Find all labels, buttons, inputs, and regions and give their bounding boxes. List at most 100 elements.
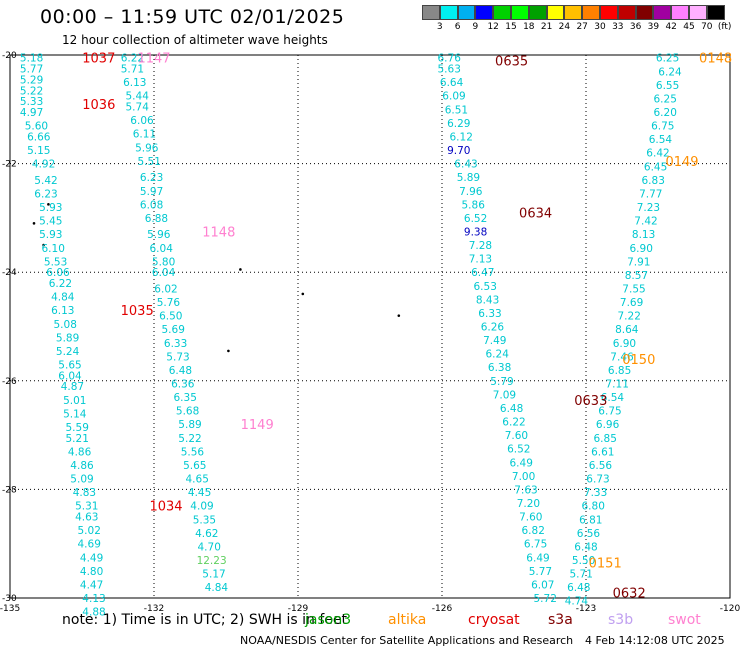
swh-value: 7.55 <box>622 283 645 295</box>
y-tick-label: -24 <box>2 268 17 278</box>
swh-value: 6.54 <box>649 134 673 146</box>
swh-value: 7.13 <box>469 254 492 266</box>
pass-time-label: 0632 <box>613 587 646 602</box>
scale-swatch <box>582 5 600 20</box>
y-tick-label: -28 <box>2 485 17 495</box>
swh-value: 6.04 <box>58 370 82 382</box>
swh-value: 6.52 <box>464 213 487 225</box>
swh-value: 5.77 <box>529 566 552 578</box>
scale-label: 15 <box>505 22 517 32</box>
scale-swatch <box>546 5 565 20</box>
island-speck <box>42 243 45 247</box>
swh-value: 6.56 <box>589 460 613 472</box>
swh-value: 5.65 <box>58 360 81 372</box>
island-speck <box>47 203 50 206</box>
swh-value: 6.49 <box>510 457 533 469</box>
swh-value: 6.06 <box>46 267 70 279</box>
swh-value: 6.66 <box>27 131 51 143</box>
swh-value: 7.60 <box>505 430 528 442</box>
swh-value: 5.97 <box>140 186 163 198</box>
swh-value: 7.22 <box>618 311 641 323</box>
swh-value: 6.55 <box>656 80 679 92</box>
swh-value: 4.13 <box>82 593 105 605</box>
x-tick-label: -120 <box>720 604 740 614</box>
pass-time-label: 1035 <box>121 304 154 319</box>
scale-swatch <box>653 5 672 20</box>
swh-value: 4.69 <box>78 539 101 551</box>
pass-time-label: 0149 <box>665 155 698 170</box>
scale-swatch <box>689 5 707 20</box>
scale-label: 18 <box>523 22 535 32</box>
swh-value: 6.09 <box>442 91 465 103</box>
satellite-legend-item: swot <box>668 612 701 628</box>
swh-value: 6.02 <box>154 283 177 295</box>
swh-value: 4.63 <box>75 512 98 524</box>
swh-value: 5.80 <box>152 256 175 268</box>
scale-swatch <box>706 5 725 20</box>
swh-value: 5.09 <box>70 474 93 486</box>
swh-value: 4.45 <box>188 487 211 499</box>
swh-value: 5.68 <box>176 406 199 418</box>
swh-value: 4.49 <box>80 552 103 564</box>
swh-value: 5.14 <box>63 408 87 420</box>
island-speck <box>301 292 305 296</box>
scale-label: 30 <box>594 22 606 32</box>
swh-value: 6.48 <box>567 582 590 594</box>
swh-value: 4.74 <box>565 596 589 608</box>
swh-value: 5.51 <box>138 156 161 168</box>
swh-value: 6.54 <box>601 392 625 404</box>
swh-value: 5.17 <box>202 569 225 581</box>
swh-value: 6.83 <box>642 175 665 187</box>
swh-value: 4.87 <box>61 381 84 393</box>
swh-value: 6.82 <box>522 525 545 537</box>
swh-value: 4.97 <box>20 107 43 119</box>
swh-value: 6.11 <box>133 129 156 141</box>
swh-value: 7.28 <box>469 240 492 252</box>
x-tick-label: -132 <box>144 604 164 614</box>
satellite-legend-item: altika <box>388 612 427 628</box>
swh-value: 7.09 <box>493 389 516 401</box>
swh-value: 6.75 <box>651 121 674 133</box>
island-speck <box>227 349 230 353</box>
swh-value: 6.24 <box>486 349 510 361</box>
swh-value: 6.22 <box>121 53 144 65</box>
swh-value: 7.23 <box>637 202 660 214</box>
scale-label: 45 <box>683 22 695 32</box>
x-tick-label: -126 <box>432 604 453 614</box>
swh-value: 7.00 <box>512 471 535 483</box>
swh-value: 5.15 <box>27 145 50 157</box>
swh-value: 5.76 <box>157 297 181 309</box>
satellite-legend-item: cryosat <box>468 612 520 628</box>
note-text: note: 1) Time is in UTC; 2) SWH is in fe… <box>62 612 348 628</box>
swh-value: 6.23 <box>34 188 57 200</box>
scale-swatch <box>475 5 494 20</box>
swh-value: 8.43 <box>476 294 499 306</box>
swh-value: 6.22 <box>49 278 72 290</box>
x-tick-label: -123 <box>576 604 596 614</box>
swh-value: 5.33 <box>20 96 43 108</box>
swh-value: 5.71 <box>121 64 144 76</box>
swh-value: 6.10 <box>42 243 65 255</box>
swh-value: 6.13 <box>51 305 74 317</box>
swh-value: 7.96 <box>459 186 483 198</box>
satellite-legend-item: s3b <box>608 612 634 628</box>
scale-swatch <box>422 5 440 20</box>
swh-value: 4.83 <box>73 487 96 499</box>
swh-value: 6.23 <box>140 172 163 184</box>
scale-swatch <box>511 5 529 20</box>
swh-value: 6.64 <box>440 77 464 89</box>
y-tick-label: -26 <box>2 377 17 387</box>
swh-value: 7.20 <box>517 498 540 510</box>
scale-label: (ft) <box>717 22 732 32</box>
pass-time-label: 1037 <box>82 52 115 67</box>
swh-value: 6.48 <box>500 403 523 415</box>
swh-value: 4.47 <box>80 579 103 591</box>
pass-time-label: 0151 <box>589 557 622 572</box>
swh-value: 5.86 <box>462 199 486 211</box>
pass-time-label: 1148 <box>202 225 235 240</box>
swh-value: 8.57 <box>625 270 648 282</box>
swh-value: 5.22 <box>20 85 43 97</box>
swh-value: 4.92 <box>32 159 55 171</box>
scale-label: 21 <box>540 22 553 32</box>
scale-swatch <box>671 5 689 20</box>
